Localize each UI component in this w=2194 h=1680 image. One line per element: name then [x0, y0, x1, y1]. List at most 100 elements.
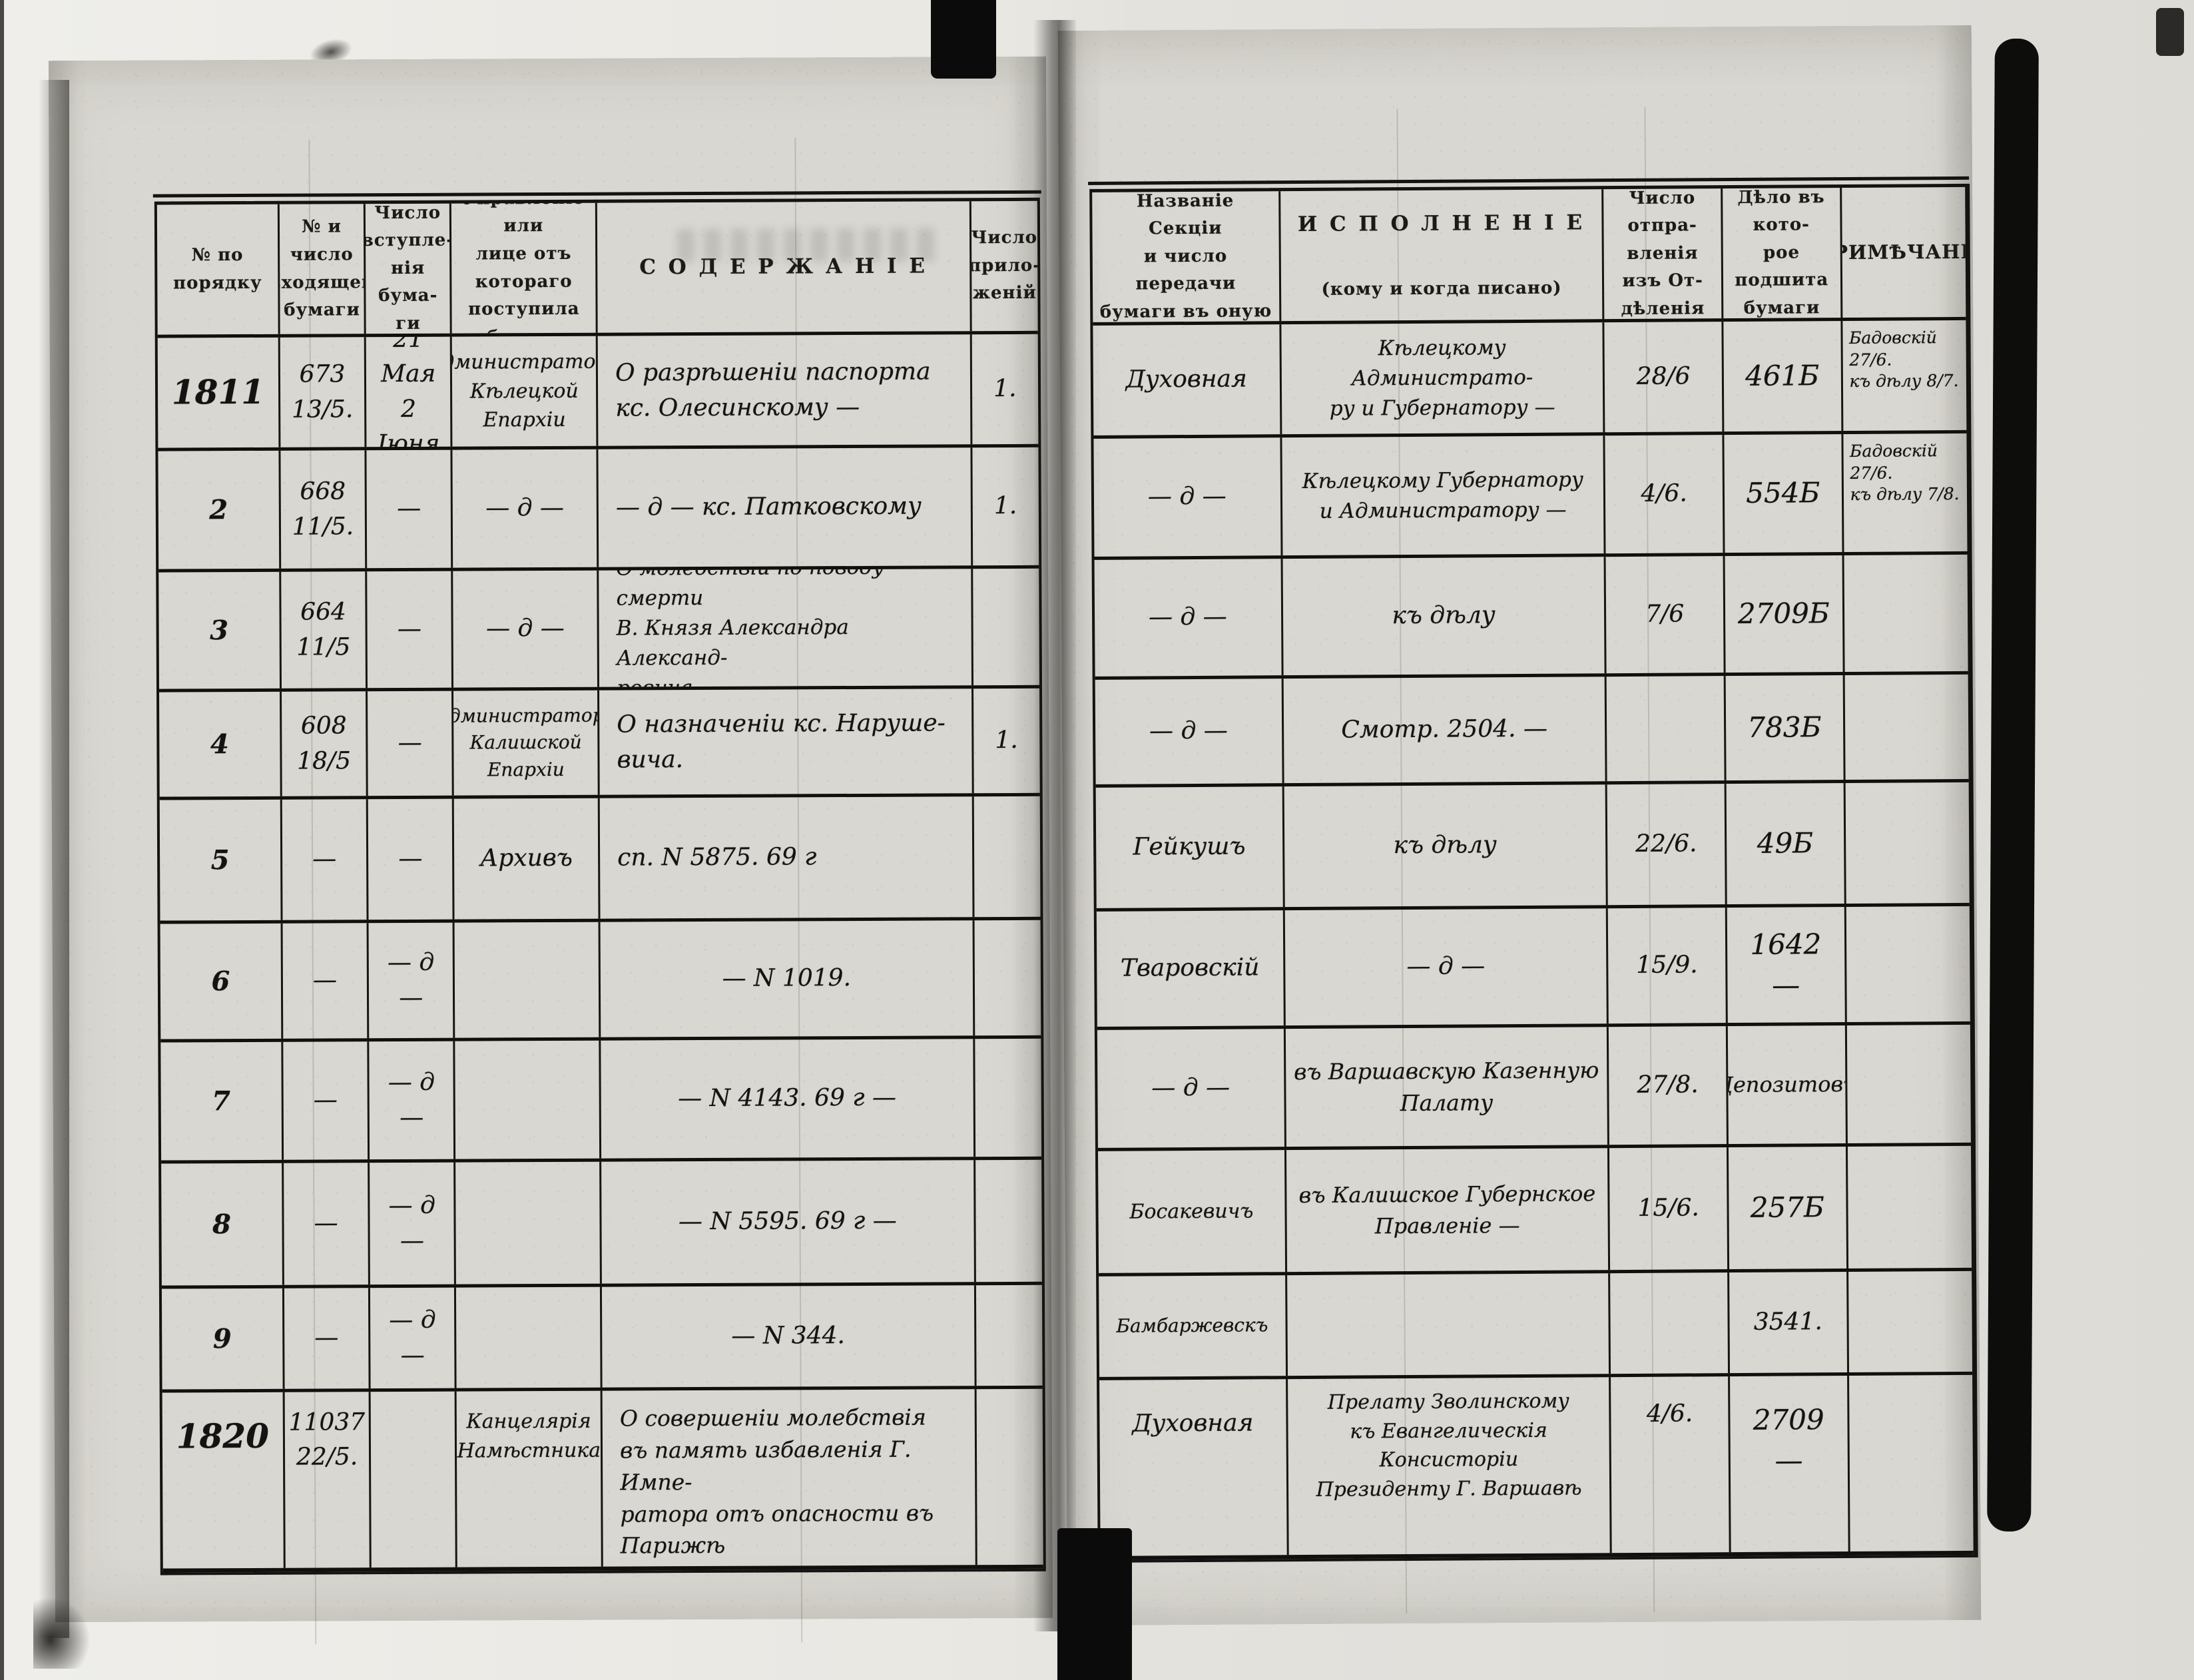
cell-attachments: 1.	[993, 492, 1017, 520]
cell-receipt-date: — д —	[369, 1041, 456, 1160]
cell-order-no: 1811	[157, 337, 281, 448]
cell-order-no: 4	[159, 691, 282, 797]
cell-order-no: 8	[161, 1163, 284, 1286]
table-row: 3 664 11/5 — — д — О молебствіи по повод…	[158, 568, 1040, 693]
cell-incoming-no: 668 11/5.	[280, 450, 368, 569]
cell-incoming-no: 664 11/5	[281, 571, 368, 689]
cell-sent-date: 27/8.	[1609, 1026, 1729, 1145]
cell-execution: къ дѣлу	[1284, 784, 1609, 908]
right-header-row: Названіе Секціи и число передачи бумаги …	[1092, 186, 1966, 326]
table-row: — д — къ дѣлу 7/6 2709Б	[1094, 554, 1968, 680]
table-row: Духовная Прелату Зволинскому къ Евангели…	[1099, 1374, 1974, 1560]
cell-receipt-date: 21 Мая 2 Іюня	[366, 336, 453, 447]
header-execution: И С П О Л Н Е Н І Е (кому и когда писано…	[1280, 189, 1605, 322]
cell-sent-date: 4/6.	[1611, 1376, 1731, 1553]
cell-execution: въ Калишское Губернское Правленіе —	[1286, 1148, 1611, 1272]
cell-receipt-date	[370, 1391, 458, 1568]
cell-sent-date	[1610, 1272, 1730, 1374]
header-note: ПРИМѢЧАНІЕ.	[1841, 240, 1966, 264]
cell-file: 49Б	[1726, 783, 1846, 905]
cell-content: сп. N 5875. 69 г	[599, 796, 975, 919]
cell-order-no: 7	[160, 1041, 284, 1161]
cell-execution: — д —	[1284, 908, 1609, 1026]
cell-content: О совершеніи молебствія въ память избавл…	[602, 1389, 977, 1567]
scan-edge-bar-right	[1987, 38, 2039, 1532]
book-gutter-shadow	[1033, 20, 1076, 1631]
header-execution-sub: (кому и когда писано)	[1321, 278, 1562, 300]
table-row: 9 — — д — — N 344.	[161, 1284, 1043, 1393]
cell-incoming-no: 673 13/5.	[280, 337, 367, 447]
table-row: Бамбаржевскъ 3541.	[1099, 1270, 1973, 1380]
cell-file: 461Б	[1723, 321, 1843, 432]
cell-file: 2709Б	[1725, 555, 1845, 673]
cell-source: — д —	[452, 449, 599, 568]
table-row: 4 608 18/5 — Администраторъ Калишской Еп…	[159, 688, 1040, 800]
cell-content: О назначеніи кс. Наруше- вича.	[599, 689, 974, 795]
header-receipt-date: Число вступле- нія бума- ги	[366, 203, 453, 334]
cell-attachments: 1.	[995, 726, 1018, 754]
cell-sent-date: 4/6.	[1605, 435, 1725, 554]
header-attachments: Число прило- женій	[971, 227, 1038, 304]
cell-section: Духовная	[1093, 324, 1282, 435]
header-order-no: № по порядку	[156, 204, 280, 335]
cell-file: 783Б	[1725, 675, 1846, 781]
cell-section: Босакевичъ	[1097, 1150, 1287, 1273]
table-row: Духовная Кѣлецкому Администрато- ру и Гу…	[1093, 320, 1967, 439]
cell-note	[1845, 782, 1970, 904]
cell-execution: Прелату Зволинскому къ Евангелическія Ко…	[1287, 1377, 1613, 1555]
table-row: 8 — — д — — N 5595. 69 г —	[161, 1159, 1042, 1289]
cell-section: — д —	[1093, 437, 1283, 557]
cell-execution	[1286, 1273, 1611, 1376]
cell-order-no: 2	[158, 450, 282, 569]
scan-corner-mark	[2156, 8, 2184, 56]
spine-tape-top	[931, 0, 996, 79]
cell-execution: Смотр. 2504. —	[1283, 677, 1607, 784]
cell-receipt-date: — д —	[368, 922, 455, 1039]
header-execution-title: И С П О Л Н Е Н І Е	[1297, 210, 1585, 236]
table-row: 1820 11037 22/5. Канцелярія Намѣстника О…	[162, 1388, 1043, 1573]
cell-source: Канцелярія Намѣстника	[457, 1390, 603, 1567]
cell-source: — д —	[453, 570, 600, 688]
header-content: С О Д Е Р Ж А Н І Е	[597, 201, 972, 333]
cell-file: 1642 —	[1727, 907, 1847, 1023]
cell-attachments	[975, 1039, 1041, 1157]
cell-source: Администраторъ Кѣлецкой Епархіи	[452, 336, 599, 447]
cell-source	[456, 1286, 603, 1388]
cell-execution: къ дѣлу	[1282, 557, 1607, 676]
cell-content: — N 5595. 69 г —	[601, 1160, 976, 1284]
cell-receipt-date: — д —	[370, 1162, 457, 1285]
table-row: 6 — — д — — N 1019.	[160, 920, 1041, 1043]
cell-order-no: 6	[160, 923, 284, 1039]
cell-incoming-no: —	[282, 799, 369, 920]
cell-source: Администраторъ Калишской Епархіи	[453, 690, 600, 796]
table-row: — д — Смотр. 2504. — 783Б	[1095, 674, 1969, 788]
header-sent-date: Число отпра- вленія изъ От- дѣленія	[1603, 188, 1724, 320]
cell-execution: Кѣлецкому Администрато- ру и Губернатору…	[1281, 322, 1605, 435]
cell-incoming-no: —	[282, 923, 370, 1039]
cell-incoming-no: 11037 22/5.	[284, 1392, 372, 1568]
cell-source	[455, 922, 601, 1038]
cell-attachments	[973, 796, 1040, 917]
cell-source	[455, 1161, 603, 1284]
cell-attachments: 1.	[993, 375, 1017, 403]
table-row: 7 — — д — — N 4143. 69 г —	[160, 1038, 1042, 1164]
right-register-table: Названіе Секціи и число передачи бумаги …	[1089, 183, 1978, 1563]
cell-sent-date: 22/6.	[1607, 784, 1727, 906]
cell-content: — N 4143. 69 г —	[601, 1039, 975, 1159]
cell-section: Тваровскій	[1096, 910, 1286, 1027]
cell-order-no: 1820	[162, 1392, 286, 1569]
cell-receipt-date: —	[368, 691, 455, 796]
table-row: 2 668 11/5. — — д — — д — кс. Патковском…	[158, 447, 1039, 573]
left-page: № по порядку № и число входящей бумаги Ч…	[48, 56, 1053, 1645]
cell-content: О молебствіи по поводу смерти В. Князя А…	[599, 569, 973, 687]
cell-content: — N 344.	[602, 1285, 977, 1388]
cell-note	[1846, 906, 1970, 1022]
cell-content: — д — кс. Патковскому	[598, 447, 973, 567]
cell-receipt-date: —	[367, 571, 454, 689]
cell-attachments	[974, 920, 1041, 1035]
cell-incoming-no: —	[283, 1041, 370, 1160]
table-row: Гейкушъ къ дѣлу 22/6. 49Б	[1095, 782, 1970, 912]
cell-source	[455, 1040, 602, 1159]
right-page: Названіе Секціи и число передачи бумаги …	[1057, 25, 1982, 1626]
